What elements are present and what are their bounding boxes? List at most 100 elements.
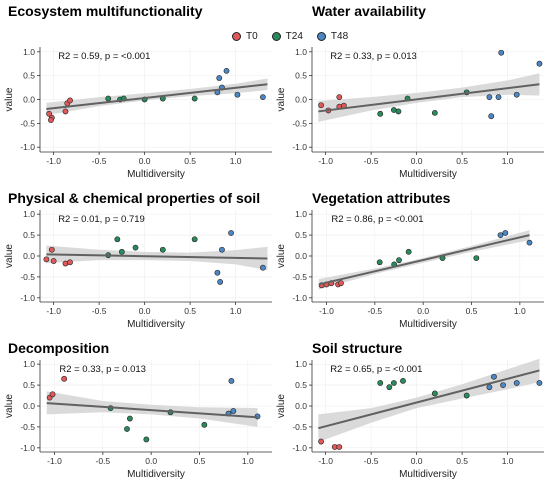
legend-label: T48	[330, 30, 349, 42]
y-tick-label: 1.0	[23, 47, 35, 57]
x-tick-label: -0.5	[92, 306, 107, 316]
y-tick-label: 1.0	[295, 47, 307, 57]
x-tick-label: 1.0	[242, 456, 254, 466]
y-tick-label: -0.5	[20, 118, 35, 128]
data-point-t24	[431, 390, 438, 397]
chart-panel: Water availability -1.0 -0.5 0.0 0.5 1.0 -1.0 -…	[276, 3, 544, 180]
chart-panel: Soil structure -1.0 -0.5 0.0 0.5 1.0 -1.0 -0.5 0…	[276, 340, 544, 480]
y-axis-title: value	[4, 87, 15, 111]
data-point-t48	[536, 380, 543, 386]
data-point-t48	[526, 239, 533, 246]
data-point-t24	[377, 110, 384, 117]
data-point-t24	[431, 109, 438, 116]
data-point-t48	[223, 67, 230, 74]
y-tick-label: -0.5	[20, 272, 35, 282]
regression-line	[318, 369, 540, 430]
stat-annotation: R2 = 0.59, p = <0.001	[58, 51, 150, 62]
x-tick-label: -1.0	[46, 306, 61, 316]
regression-line	[318, 83, 540, 113]
y-axis-title: value	[4, 394, 15, 418]
x-tick-label: 0.5	[466, 306, 478, 316]
data-point-t24	[124, 426, 130, 432]
data-point-t48	[486, 94, 493, 101]
y-tick-label: -1.0	[20, 443, 35, 453]
data-point-t0	[61, 375, 68, 382]
y-tick-label: 0.0	[23, 251, 35, 261]
data-point-t24	[114, 236, 121, 243]
y-tick-label: 0.5	[23, 71, 35, 81]
data-point-t48	[488, 113, 495, 120]
data-point-t48	[214, 269, 221, 276]
regression-line	[46, 402, 258, 419]
data-point-t48	[536, 60, 543, 67]
data-point-t24	[376, 259, 383, 266]
data-point-t24	[377, 380, 384, 386]
x-tick-label: 1.0	[502, 456, 514, 466]
legend-item-t24: T24	[271, 30, 303, 42]
legend-marker	[271, 31, 281, 41]
x-tick-label: -1.0	[47, 456, 62, 466]
confidence-band	[46, 245, 268, 271]
data-point-t48	[486, 384, 493, 391]
x-axis-title: Multidiversity	[399, 469, 457, 480]
x-tick-label: -1.0	[319, 306, 334, 316]
x-tick-label: 1.0	[230, 156, 242, 166]
legend-marker	[232, 31, 241, 41]
stat-annotation: R2 = 0.01, p = 0.719	[58, 214, 145, 225]
data-point-t48	[216, 75, 223, 81]
x-tick-label: -0.5	[368, 306, 383, 316]
x-tick-label: -0.5	[364, 456, 379, 466]
data-point-t48	[228, 230, 234, 236]
data-point-t24	[400, 378, 406, 384]
stat-annotation: R2 = 0.33, p = 0.013	[330, 51, 417, 62]
data-point-t24	[126, 415, 133, 422]
data-point-t0	[62, 108, 69, 115]
legend-label: T0	[246, 30, 258, 42]
y-tick-label: -1.0	[20, 293, 35, 303]
legend: T0 T24 T48	[232, 29, 348, 43]
data-point-t24	[395, 108, 402, 115]
y-tick-label: -0.5	[292, 422, 307, 432]
data-point-t0	[49, 391, 56, 398]
data-point-t48	[228, 378, 235, 384]
data-point-t0	[50, 258, 57, 264]
data-point-t48	[498, 49, 505, 56]
x-tick-label: -0.5	[92, 156, 107, 166]
x-tick-label: 1.0	[230, 306, 242, 316]
data-point-t0	[318, 438, 324, 445]
x-tick-label: 0.0	[139, 156, 151, 166]
y-tick-label: 1.0	[295, 359, 307, 369]
legend-item-t0: T0	[232, 31, 258, 42]
data-point-t48	[513, 380, 520, 386]
legend-label: T24	[285, 30, 303, 42]
chart-title: Ecosystem multifunctionality	[8, 3, 203, 19]
confidence-band	[318, 358, 540, 442]
chart-title: Decomposition	[8, 340, 109, 356]
data-point-t24	[463, 392, 470, 399]
y-tick-label: -0.5	[20, 422, 35, 432]
y-tick-label: 0.0	[23, 401, 35, 411]
data-point-t24	[191, 236, 198, 243]
data-point-t24	[191, 95, 198, 102]
data-point-t0	[43, 256, 50, 263]
x-tick-label: -0.5	[96, 456, 111, 466]
data-point-t48	[260, 94, 266, 101]
y-axis-title: value	[276, 394, 287, 418]
y-tick-label: -1.0	[292, 293, 307, 303]
data-point-t48	[497, 232, 504, 238]
y-tick-label: 1.0	[295, 209, 307, 219]
chart-panel: Ecosystem multifunctionality -1.0 -0.5 0.0 0…	[4, 3, 272, 180]
data-point-t0	[318, 102, 324, 109]
x-tick-label: 0.0	[417, 306, 429, 316]
x-tick-label: 0.0	[145, 456, 157, 466]
stat-annotation: R2 = 0.65, p = <0.001	[330, 364, 422, 375]
data-point-t24	[132, 244, 139, 251]
x-axis-title: Multidiversity	[127, 469, 185, 480]
data-point-t0	[48, 117, 54, 123]
data-point-t48	[513, 91, 520, 98]
y-axis-title: value	[276, 87, 287, 111]
x-tick-label: 0.0	[139, 306, 151, 316]
data-point-t24	[159, 246, 166, 253]
y-tick-label: -0.5	[292, 118, 307, 128]
